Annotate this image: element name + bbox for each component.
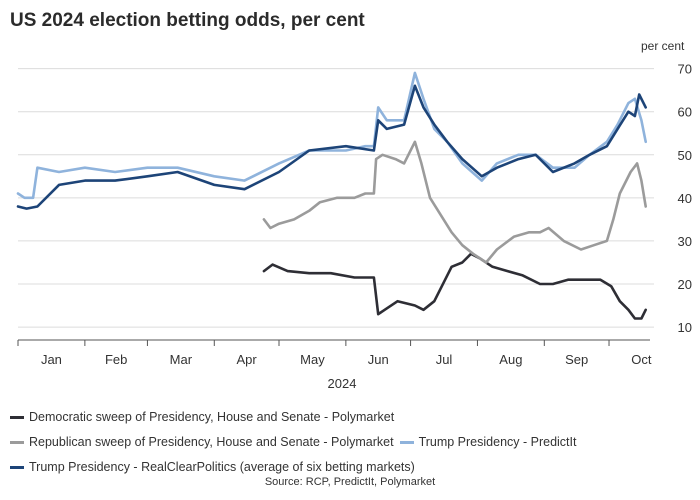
legend-swatch [10,416,24,419]
legend-label: Trump Presidency - PredictIt [418,435,577,449]
legend-label: Republican sweep of Presidency, House an… [29,435,394,449]
legend-item: Democratic sweep of Presidency, House an… [10,406,394,429]
y-tick-label: 50 [678,148,692,163]
legend-label: Trump Presidency - RealClearPolitics (av… [29,460,415,474]
source-note: Source: RCP, PredictIt, Polymarket [264,476,436,488]
legend-swatch [399,441,414,444]
x-tick-label: May [300,352,325,367]
y-tick-label: 30 [678,234,692,249]
legend-item: Republican sweep of Presidency, House an… [10,431,394,454]
chart-title: US 2024 election betting odds, per cent [10,10,365,31]
series-line-1 [262,252,648,320]
y-tick-label: 60 [678,105,692,120]
y-tick-label: 20 [678,277,692,292]
y-tick-label: 40 [678,191,692,206]
legend-swatch [10,466,24,469]
y-tick-label: 70 [678,62,692,77]
legend-item: Trump Presidency - RealClearPolitics (av… [10,456,415,479]
x-tick-label: Jan [41,352,62,367]
legend-label: Democratic sweep of Presidency, House an… [29,410,395,424]
y-axis-unit-label: per cent [641,39,685,53]
x-tick-label: Sep [565,352,588,367]
legend-item: Trump Presidency - PredictIt [399,431,577,454]
y-tick-label: 10 [678,320,692,335]
series-line-2 [262,140,648,264]
legend: Democratic sweep of Presidency, House an… [10,404,690,479]
x-tick-label: Oct [631,352,652,367]
series-line-3 [16,71,648,200]
x-tick-label: Mar [170,352,193,367]
series-line-4 [16,84,648,210]
x-tick-label: Jun [368,352,389,367]
x-tick-label: Aug [499,352,522,367]
x-tick-label: Feb [105,352,127,367]
legend-swatch [10,441,24,444]
x-tick-label: Apr [237,352,258,367]
x-axis-year-label: 2024 [328,376,357,391]
x-tick-label: Jul [436,352,453,367]
